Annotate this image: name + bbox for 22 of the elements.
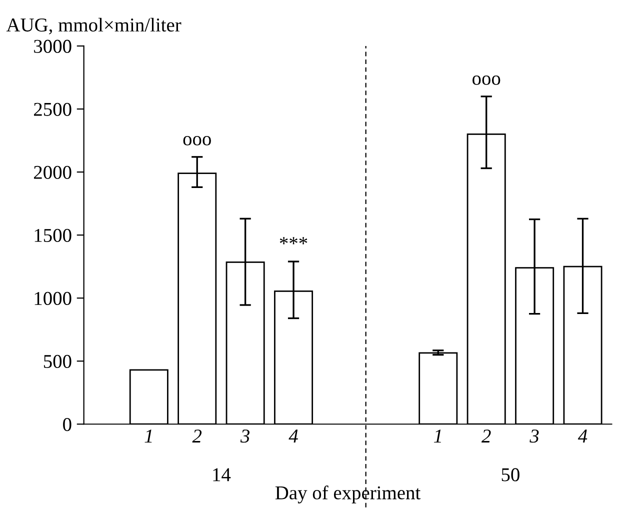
y-tick-label: 1500 (34, 228, 72, 242)
y-tick-label: 0 (63, 418, 72, 432)
x-tick-label: 1 (144, 430, 152, 442)
x-tick-label: 2 (192, 430, 202, 442)
annotation: ooo (183, 136, 211, 146)
x-tick-label: 4 (578, 430, 588, 442)
y-tick-label: 500 (44, 354, 72, 368)
text: 14 (213, 468, 231, 482)
x-tick-label: 3 (240, 430, 250, 443)
x-tick-label: 4 (288, 430, 298, 442)
y-tick-label: 2000 (34, 166, 72, 179)
annotation: *** (280, 237, 308, 244)
text: 50 (502, 468, 520, 482)
x-tick-label: 2 (482, 430, 491, 442)
y-tick-label: 3000 (34, 40, 72, 53)
y-tick-label: 2500 (34, 102, 72, 116)
y-axis-title: AUG, mmol×min/liter (6, 18, 182, 34)
x-tick-label: 1 (434, 430, 441, 442)
x-axis-title: Day of experiment (275, 486, 421, 504)
annotation: ooo (472, 76, 500, 85)
x-tick-label: 3 (530, 430, 539, 443)
y-tick-label: 1000 (34, 292, 72, 306)
